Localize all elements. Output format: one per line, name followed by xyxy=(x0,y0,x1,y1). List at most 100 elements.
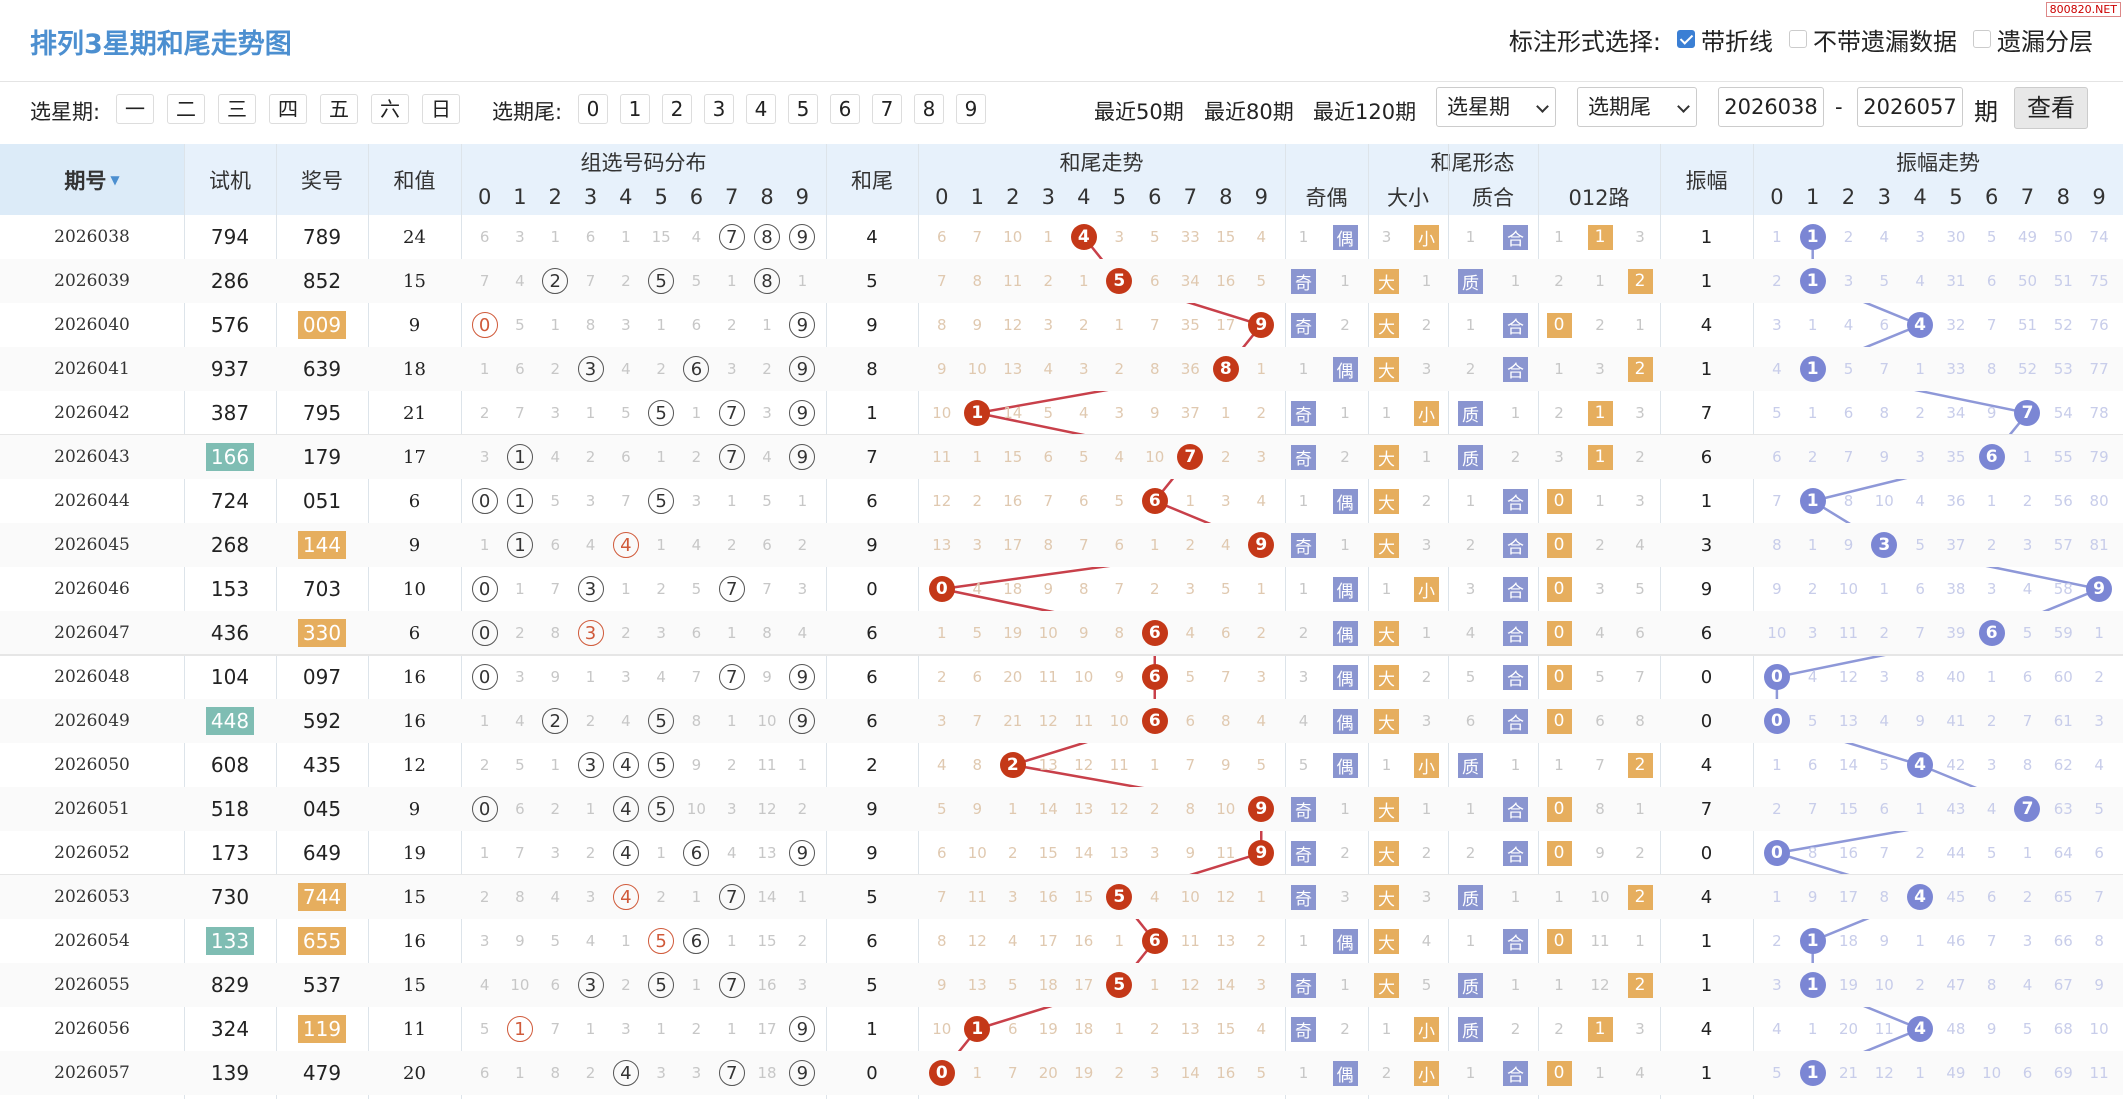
trend-cell: 8 xyxy=(1208,347,1244,391)
dist-cell: 2 xyxy=(573,435,608,479)
trend-cell: 8 xyxy=(924,919,960,963)
dist-cell: 2 xyxy=(538,787,573,831)
dist-cell: 8 xyxy=(502,875,537,919)
tail-button-9[interactable]: 9 xyxy=(956,94,986,124)
to-input[interactable]: 2026057 xyxy=(1857,87,1963,127)
prize-cell: 330 xyxy=(276,611,368,655)
quick-link-1[interactable]: 最近80期 xyxy=(1204,100,1294,124)
quick-link-2[interactable]: 最近120期 xyxy=(1313,100,1417,124)
prize-cell: 045 xyxy=(276,787,368,831)
tail-value: 7 xyxy=(866,446,878,468)
tail-button-1[interactable]: 1 xyxy=(620,94,650,124)
missing-value: 11 xyxy=(1109,756,1129,774)
amp-trend-cell: 34 xyxy=(1938,391,1974,435)
dist-cell: 1 xyxy=(467,699,502,743)
trial-cell: 139 xyxy=(184,1051,276,1095)
dist-cell: 1 xyxy=(714,259,749,303)
week-button-4[interactable]: 五 xyxy=(320,94,358,124)
dist-ring: 6 xyxy=(683,840,710,866)
amp-trend-cell: 4 xyxy=(1831,303,1867,347)
mark-option-no-missing[interactable]: 不带遗漏数据 xyxy=(1813,28,1957,56)
trend-cell: 3 xyxy=(995,875,1031,919)
form-cell: 偶 xyxy=(1322,347,1368,391)
amp-value: 0 xyxy=(1700,666,1713,688)
week-button-0[interactable]: 一 xyxy=(116,94,154,124)
week-button-6[interactable]: 日 xyxy=(422,94,460,124)
dist-cell: 4 xyxy=(608,347,643,391)
tail-button-6[interactable]: 6 xyxy=(830,94,860,124)
amp-trend-cell: 59 xyxy=(2045,611,2081,655)
issue-cell: 2026046 xyxy=(0,567,184,611)
form-cell: 奇 xyxy=(1285,787,1322,831)
mark-option-layered[interactable]: 遗漏分层 xyxy=(1997,28,2093,56)
missing-value: 2 xyxy=(1421,316,1432,334)
amp-trend-cell: 10 xyxy=(1866,963,1902,1007)
form-cell: 合 xyxy=(1493,479,1538,523)
missing-value: 1 xyxy=(1421,624,1432,642)
issue-number: 2026041 xyxy=(54,359,130,379)
missing-value: 2 xyxy=(1340,844,1350,862)
amp-trend-cell: 2 xyxy=(1759,787,1795,831)
amp-trend-cell: 49 xyxy=(2010,215,2046,259)
week-button-2[interactable]: 三 xyxy=(218,94,256,124)
amp-trend-cell: 47 xyxy=(1938,963,1974,1007)
form-tag: 奇 xyxy=(1291,444,1316,470)
amp-trend-cell: 1 xyxy=(1759,215,1795,259)
tail-button-3[interactable]: 3 xyxy=(704,94,734,124)
week-select[interactable]: 选星期 xyxy=(1436,87,1556,127)
checkbox-icon[interactable] xyxy=(1677,29,1695,48)
amp-value: 3 xyxy=(1700,534,1713,556)
missing-value: 10 xyxy=(932,1020,952,1038)
checkbox-icon[interactable] xyxy=(1789,29,1807,48)
amp-trend-cell: 3 xyxy=(2081,699,2117,743)
missing-value: 5 xyxy=(2022,1020,2033,1038)
missing-value: 30 xyxy=(1946,228,1966,246)
week-button-3[interactable]: 四 xyxy=(269,94,307,124)
tail-button-4[interactable]: 4 xyxy=(746,94,776,124)
missing-value: 16 xyxy=(757,976,777,994)
missing-value: 6 xyxy=(1986,272,1997,290)
week-button-5[interactable]: 六 xyxy=(371,94,409,124)
week-button-1[interactable]: 二 xyxy=(167,94,205,124)
dist-ring: 4 xyxy=(612,752,639,778)
trial-number: 268 xyxy=(210,533,250,557)
quick-link-0[interactable]: 最近50期 xyxy=(1094,100,1184,124)
header-ampt-digit-4: 4 xyxy=(1913,184,1927,209)
missing-value: 5 xyxy=(1078,448,1089,466)
missing-value: 2 xyxy=(797,800,808,818)
mark-option-polyline[interactable]: 带折线 xyxy=(1701,28,1773,56)
amp-cell: 6 xyxy=(1660,611,1753,655)
tail-button-7[interactable]: 7 xyxy=(872,94,902,124)
tail-button-0[interactable]: 0 xyxy=(578,94,608,124)
tail-button-8[interactable]: 8 xyxy=(914,94,944,124)
from-input[interactable]: 2026038 xyxy=(1718,87,1824,127)
tail-button-5[interactable]: 5 xyxy=(788,94,818,124)
amp-trend-cell: 2 xyxy=(2081,655,2117,699)
missing-value: 21 xyxy=(1003,712,1023,730)
dist-cell: 5 xyxy=(538,479,573,523)
sort-down-icon[interactable]: ▼ xyxy=(110,172,120,187)
missing-value: 63 xyxy=(2053,800,2073,818)
dist-cell: 5 xyxy=(538,919,573,963)
table-row: 2026041 937 639 18 1 6 2 3 4 2 6 3 2 9 8 9 10 13 4 3 2 8 36 8 1 1… xyxy=(0,347,2123,391)
dist-cell: 4 xyxy=(644,655,679,699)
missing-value: 1 xyxy=(1807,316,1818,334)
tail-select[interactable]: 选期尾 xyxy=(1577,87,1697,127)
trend-cell: 17 xyxy=(1208,303,1244,347)
dist-cell: 4 xyxy=(608,699,643,743)
chevron-down-icon xyxy=(1536,100,1549,113)
form-cell: 1 xyxy=(1580,479,1620,523)
dist-cell: 8 xyxy=(749,611,784,655)
dist-cell: 4 xyxy=(608,875,643,919)
tail-button-2[interactable]: 2 xyxy=(662,94,692,124)
form-cell: 12 xyxy=(1580,963,1620,1007)
missing-value: 1 xyxy=(1465,316,1476,334)
missing-value: 2 xyxy=(762,360,772,378)
form-tag: 0 xyxy=(1546,664,1572,690)
trend-cell: 10 xyxy=(924,391,960,435)
missing-value: 2 xyxy=(479,404,490,422)
form-cell: 2 xyxy=(1368,1051,1405,1095)
query-button[interactable]: 查看 xyxy=(2014,87,2088,129)
dist-ring: 0 xyxy=(471,620,498,646)
checkbox-icon[interactable] xyxy=(1973,29,1991,48)
